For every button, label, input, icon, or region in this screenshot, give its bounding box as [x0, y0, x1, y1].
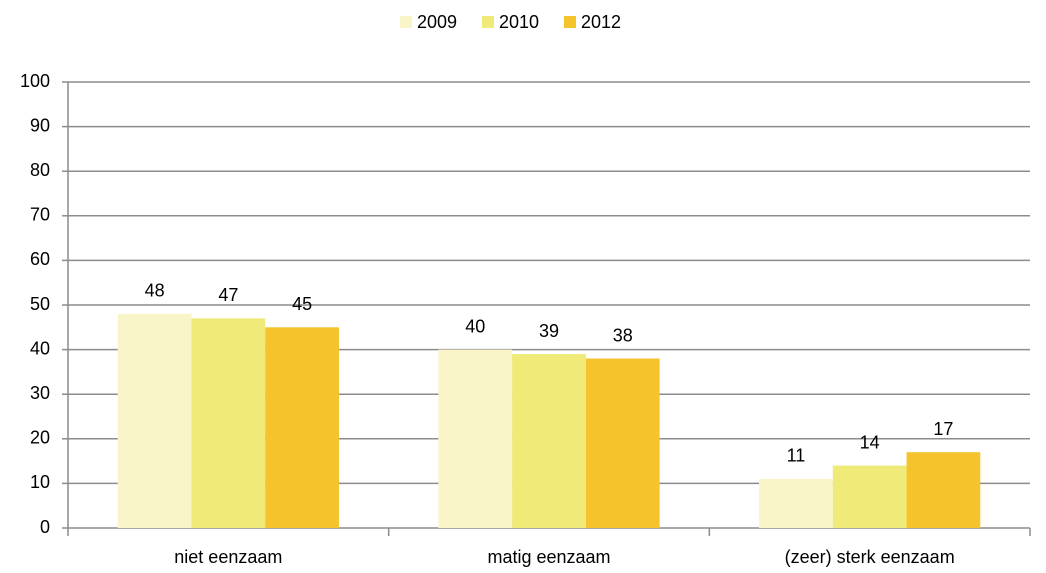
legend-label: 2010: [499, 12, 539, 32]
data-label: 17: [933, 419, 953, 439]
bar: [191, 318, 266, 528]
data-label: 38: [613, 325, 633, 345]
y-tick-label: 90: [30, 115, 50, 135]
legend-label: 2009: [417, 12, 457, 32]
bar: [759, 478, 833, 528]
legend-swatch: [482, 16, 494, 28]
bar: [265, 327, 339, 528]
data-label: 39: [539, 321, 559, 341]
data-label: 47: [218, 285, 238, 305]
y-tick-label: 100: [20, 71, 50, 91]
y-tick-label: 50: [30, 294, 50, 314]
y-tick-label: 30: [30, 383, 50, 403]
x-tick-label: niet eenzaam: [174, 547, 282, 567]
x-tick-label: matig eenzaam: [487, 547, 610, 567]
y-tick-label: 60: [30, 249, 50, 269]
y-tick-label: 10: [30, 472, 50, 492]
bar: [117, 313, 192, 528]
y-tick-label: 20: [30, 428, 50, 448]
data-label: 45: [292, 294, 312, 314]
y-tick-label: 0: [40, 517, 50, 537]
legend-swatch: [400, 16, 412, 28]
legend-swatch: [564, 16, 576, 28]
data-label: 48: [145, 281, 165, 301]
bar: [906, 452, 981, 528]
bar: [438, 349, 513, 528]
legend-label: 2012: [581, 12, 621, 32]
x-tick-label: (zeer) sterk eenzaam: [785, 547, 955, 567]
bar: [585, 358, 660, 528]
y-tick-label: 40: [30, 338, 50, 358]
data-label: 14: [860, 432, 880, 452]
y-tick-label: 80: [30, 160, 50, 180]
data-label: 40: [465, 316, 485, 336]
bar: [832, 465, 907, 528]
data-label: 11: [787, 446, 806, 466]
bar: [512, 354, 586, 528]
y-tick-label: 70: [30, 205, 50, 225]
